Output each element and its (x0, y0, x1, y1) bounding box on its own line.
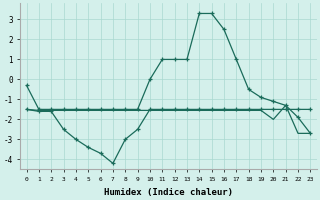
X-axis label: Humidex (Indice chaleur): Humidex (Indice chaleur) (104, 188, 233, 197)
